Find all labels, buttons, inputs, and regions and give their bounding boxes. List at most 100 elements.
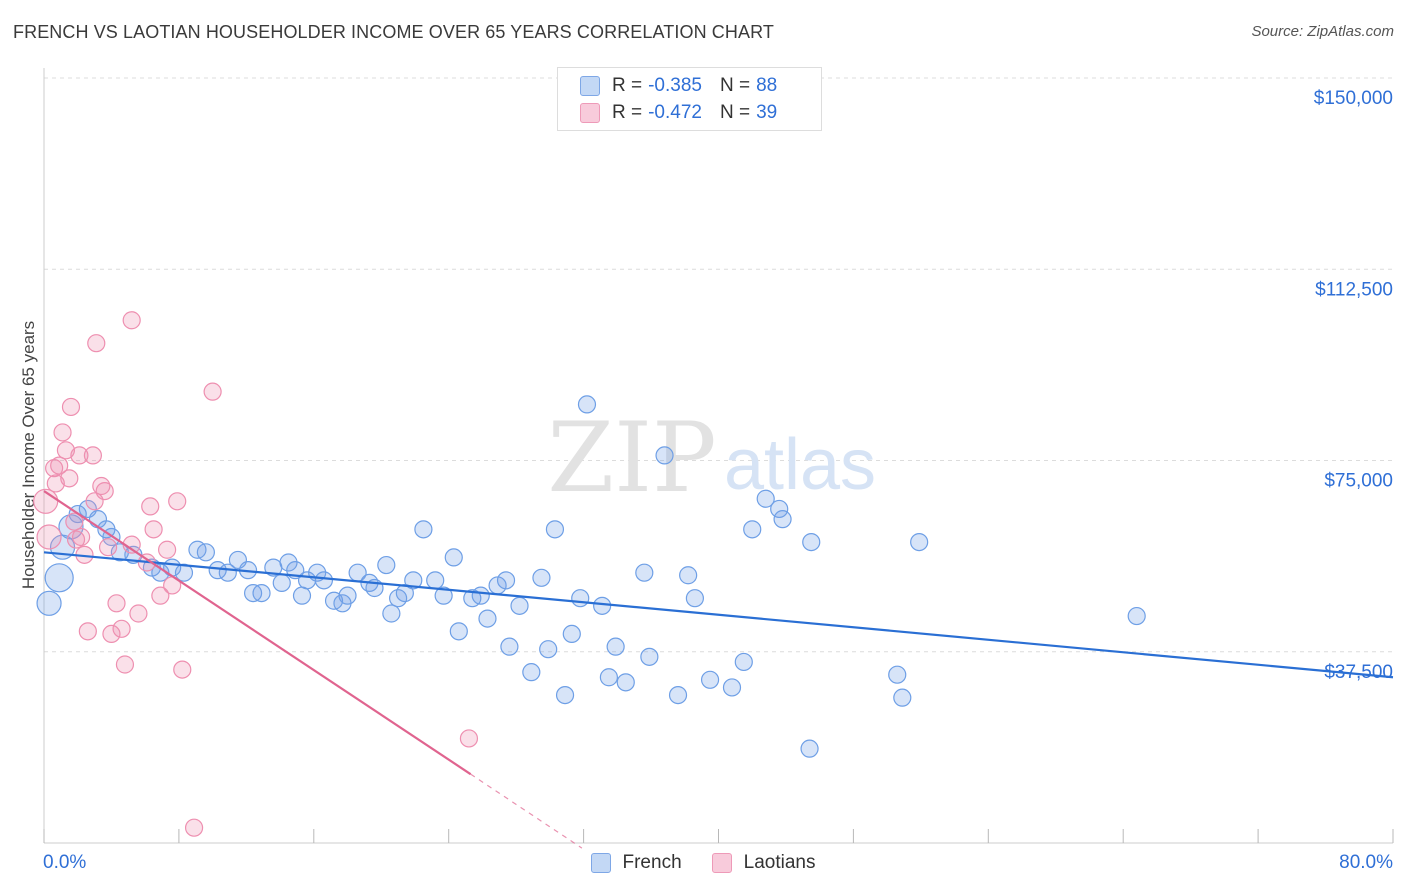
french-point [577, 395, 597, 414]
french-point [545, 520, 565, 539]
trend-lines [43, 490, 1394, 849]
laotians-point [122, 311, 141, 330]
laotians-point [157, 540, 177, 559]
legend-item-french: French [590, 852, 682, 874]
french-point [722, 678, 742, 697]
laotians-point [36, 524, 62, 550]
french-point [668, 685, 688, 705]
laotians-swatch [580, 103, 600, 123]
french-point [655, 446, 674, 465]
french-point [571, 589, 590, 608]
laotians-point [53, 423, 72, 442]
french-point [434, 586, 453, 605]
laotians-trend-line [43, 490, 472, 776]
laotians-point [92, 476, 111, 496]
french-point [800, 739, 819, 758]
r-value: -0.472 [648, 102, 702, 123]
correlation-legend: R = -0.385 N = 88 R = -0.472 N = 39 [557, 67, 822, 131]
french-point [522, 663, 541, 682]
laotians-point [95, 482, 114, 501]
french-points [36, 395, 1146, 758]
laotians-point [115, 655, 135, 674]
french-point [471, 586, 490, 605]
laotians-point [144, 520, 163, 539]
laotians-point [78, 622, 97, 641]
french-point [252, 583, 271, 603]
french-point [734, 652, 753, 672]
n-value: 88 [756, 75, 778, 96]
french-point [496, 571, 516, 590]
laotians-point [459, 729, 479, 748]
laotians-point [61, 397, 81, 417]
french-point [700, 670, 720, 689]
laotians-point [98, 538, 118, 557]
y-axis-label: Householder Income Over 65 years [19, 321, 38, 589]
french-point [414, 520, 433, 539]
laotians-point [151, 586, 170, 605]
french-point [58, 514, 84, 540]
y-tick-label: $37,500 [1324, 662, 1393, 683]
chart-title: FRENCH VS LAOTIAN HOUSEHOLDER INCOME OVE… [13, 22, 774, 42]
n-label: N = [719, 102, 751, 123]
french-point [426, 571, 445, 590]
r-label: R = [612, 102, 643, 123]
french-point [802, 532, 821, 552]
french-point [377, 555, 396, 575]
french-point [555, 685, 575, 705]
french-trend-line [43, 551, 1394, 679]
french-point [510, 596, 529, 615]
french-point [910, 532, 929, 552]
french-point [478, 609, 497, 628]
french-point [562, 624, 581, 644]
laotians-point [71, 527, 91, 547]
french-point [338, 586, 357, 605]
french-point [635, 563, 654, 582]
source-credit: Source: ZipAtlas.com [1251, 23, 1394, 40]
french-point [773, 510, 792, 529]
laotians-point [50, 456, 69, 475]
n-value: 39 [756, 102, 778, 123]
legend-label: French [622, 852, 682, 873]
french-point [606, 637, 625, 656]
french-point [1127, 606, 1146, 626]
y-tick-label: $150,000 [1314, 88, 1393, 109]
laotians-trend-extension [470, 773, 583, 849]
french-point [272, 573, 291, 593]
french-point [292, 586, 312, 605]
legend-label: Laotians [743, 852, 816, 873]
r-value: -0.385 [648, 75, 702, 96]
laotians-point [107, 594, 126, 613]
laotians-point [66, 530, 86, 549]
french-point [314, 571, 334, 590]
french-swatch [580, 76, 600, 96]
legend-item-laotians: Laotians [711, 852, 816, 874]
laotians-points [33, 311, 479, 837]
french-point [770, 499, 789, 519]
french-point [539, 640, 558, 659]
laotians-point [87, 334, 106, 353]
laotians-point [129, 604, 148, 623]
laotians-point [203, 382, 222, 401]
french-point [679, 566, 698, 585]
r-label: R = [612, 75, 643, 96]
laotians-point [70, 446, 89, 465]
french-point [449, 622, 468, 641]
laotians-point [83, 446, 103, 465]
laotians-swatch [711, 853, 732, 873]
laotians-point [60, 469, 79, 488]
axes [43, 68, 1394, 844]
french-point [36, 590, 62, 616]
french-point [640, 647, 659, 666]
french-point [279, 553, 298, 572]
y-tick-label: $75,000 [1324, 471, 1393, 492]
laotians-point [184, 818, 204, 837]
french-point [444, 548, 463, 567]
y-tick-label: $112,500 [1315, 279, 1393, 300]
french-point [599, 668, 618, 687]
french-point [395, 583, 414, 603]
french-point [743, 520, 762, 539]
french-point [756, 489, 775, 508]
watermark: ZIP atlas [547, 402, 876, 514]
french-point [196, 543, 215, 562]
legend-row-laotians: R = -0.472 N = 39 [580, 101, 777, 125]
